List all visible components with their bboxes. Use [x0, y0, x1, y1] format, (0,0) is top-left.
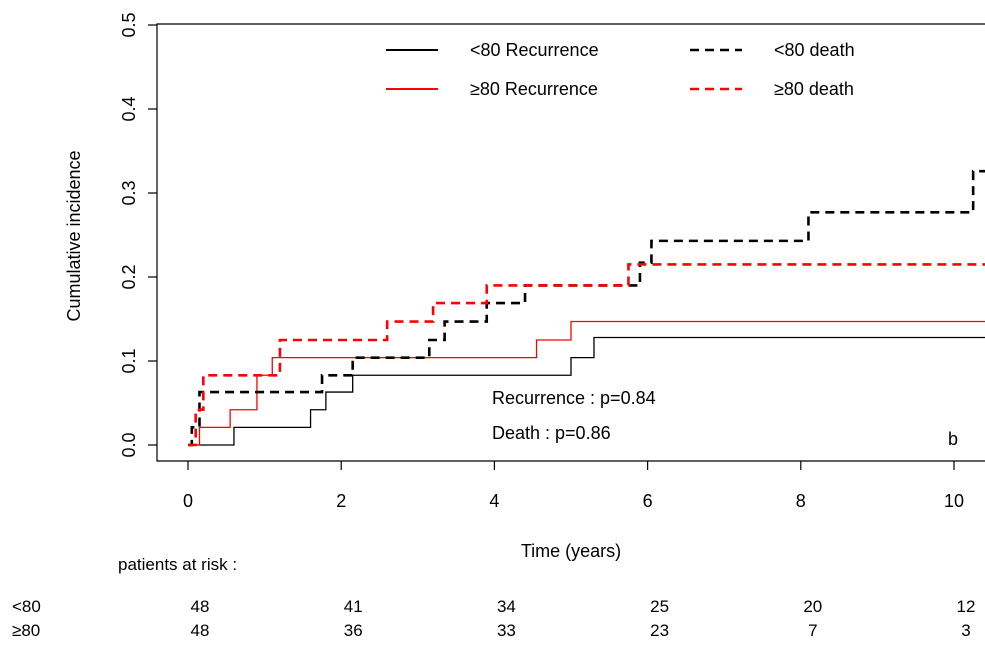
risk-count: 34: [497, 597, 516, 616]
legend-label: <80 death: [774, 40, 855, 60]
risk-count: 25: [650, 597, 669, 616]
risk-count: 48: [191, 597, 210, 616]
series-line-2: [188, 169, 985, 447]
axes: 0.0 0.1 0.2 0.3 0.4 0.5 0 2 4 6 8 10: [119, 12, 985, 511]
risk-row-label-under80: <80: [12, 597, 41, 616]
panel-label: b: [948, 429, 958, 449]
legend-label: ≥80 death: [774, 79, 854, 99]
x-axis-label: Time (years): [521, 541, 621, 561]
risk-table: 48 41 34 25 20 12 48 36 33 23 7 3: [191, 597, 976, 640]
risk-count: 23: [650, 621, 669, 640]
series-line-0: [188, 336, 985, 446]
risk-row-label-80plus: ≥80: [12, 621, 40, 640]
risk-table-title: patients at risk :: [118, 555, 237, 574]
risk-count: 36: [344, 621, 363, 640]
risk-count: 20: [803, 597, 822, 616]
x-tick-label: 4: [489, 491, 499, 511]
series-group: [188, 169, 985, 447]
y-tick-label: 0.1: [119, 348, 139, 373]
x-tick-label: 10: [944, 491, 964, 511]
series-line-3: [188, 263, 985, 447]
legend-label: ≥80 Recurrence: [470, 79, 598, 99]
series-line-1: [188, 320, 985, 446]
risk-count: 7: [808, 621, 817, 640]
x-tick-label: 0: [183, 491, 193, 511]
plot-frame: [156, 23, 985, 462]
y-tick-label: 0.3: [119, 180, 139, 205]
x-tick-label: 8: [796, 491, 806, 511]
legend: <80 Recurrence ≥80 Recurrence <80 death ≥80…: [386, 40, 855, 99]
y-tick-label: 0.4: [119, 96, 139, 121]
recurrence-p-value: Recurrence : p=0.84: [492, 388, 656, 408]
risk-count: 12: [957, 597, 976, 616]
risk-count: 41: [344, 597, 363, 616]
y-axis-label: Cumulative incidence: [64, 150, 84, 321]
y-tick-label: 0.5: [119, 12, 139, 37]
risk-count: 33: [497, 621, 516, 640]
legend-label: <80 Recurrence: [470, 40, 599, 60]
risk-count: 3: [961, 621, 970, 640]
x-tick-label: 6: [643, 491, 653, 511]
y-tick-label: 0.0: [119, 432, 139, 457]
death-p-value: Death : p=0.86: [492, 423, 611, 443]
x-tick-label: 2: [336, 491, 346, 511]
risk-count: 48: [191, 621, 210, 640]
y-tick-label: 0.2: [119, 264, 139, 289]
